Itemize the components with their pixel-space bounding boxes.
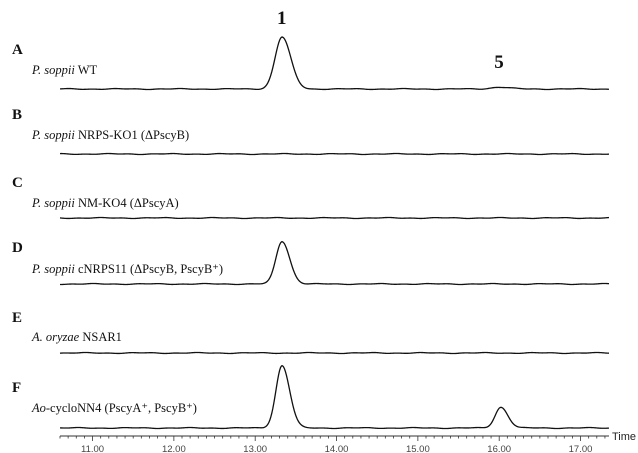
panel-f: F Ao-cycloNN4 (PscyA⁺, PscyB⁺) (12, 365, 610, 430)
organism-name: P. soppii (31, 128, 75, 142)
strain-description: WT (75, 63, 98, 77)
panel-label: Ao-cycloNN4 (PscyA⁺, PscyB⁺) (31, 401, 197, 415)
trace-b (59, 152, 610, 156)
x-axis-title: Time (612, 431, 636, 443)
panel-d: D P. soppii cNRPS11 (ΔPscyB, PscyB⁺) (12, 240, 610, 286)
x-tick-label: 12.00 (162, 444, 186, 453)
panel-letter: B (12, 107, 22, 123)
panel-c: C P. soppii NM-KO4 (ΔPscyA) (12, 175, 610, 220)
panel-letter: C (12, 175, 23, 191)
x-tick-label: 14.00 (325, 444, 349, 453)
panel-e: E A. oryzae NSAR1 (12, 310, 610, 355)
panel-label: P. soppii NRPS-KO1 (ΔPscyB) (31, 128, 189, 142)
x-tick-label: 16.00 (487, 444, 511, 453)
organism-name: Ao (31, 401, 46, 415)
panel-letter: E (12, 310, 22, 326)
strain-description: NM-KO4 (ΔPscyA) (75, 196, 179, 210)
trace-a (59, 36, 610, 91)
panel-a: A P. soppii WT (12, 36, 610, 91)
strain-description: cNRPS11 (ΔPscyB, PscyB⁺) (75, 262, 223, 276)
organism-name: P. soppii (31, 262, 75, 276)
panels: A P. soppii WT B P. soppii NRPS-KO1 (ΔPscyB… (12, 36, 610, 430)
peak-label: 1 (277, 8, 287, 29)
panel-b: B P. soppii NRPS-KO1 (ΔPscyB) (12, 107, 610, 156)
panel-letter: D (12, 240, 23, 256)
peak-labels: 15 (277, 8, 504, 73)
x-tick-label: 17.00 (569, 444, 593, 453)
trace-e (59, 351, 610, 355)
panel-label: P. soppii NM-KO4 (ΔPscyA) (31, 196, 179, 210)
peak-label: 5 (494, 52, 504, 73)
panel-letter: F (12, 380, 21, 396)
strain-description: NSAR1 (79, 330, 122, 344)
panel-label: P. soppii cNRPS11 (ΔPscyB, PscyB⁺) (31, 262, 223, 276)
strain-description: NRPS-KO1 (ΔPscyB) (75, 128, 189, 142)
panel-letter: A (12, 42, 23, 58)
x-tick-label: 15.00 (406, 444, 430, 453)
panel-label: P. soppii WT (31, 63, 98, 77)
panel-label: A. oryzae NSAR1 (31, 330, 122, 344)
organism-name: P. soppii (31, 63, 75, 77)
x-tick-label: 13.00 (243, 444, 267, 453)
strain-description: -cycloNN4 (PscyA⁺, PscyB⁺) (46, 401, 197, 415)
trace-f (59, 365, 610, 430)
x-axis: Time 11.00 12.00 13.00 14.00 15.00 16.00 17.00 (59, 431, 636, 453)
organism-name: P. soppii (31, 196, 75, 210)
organism-name: A. oryzae (31, 330, 80, 344)
trace-c (59, 216, 610, 220)
x-tick-label: 11.00 (81, 444, 104, 453)
trace-d (59, 241, 610, 286)
